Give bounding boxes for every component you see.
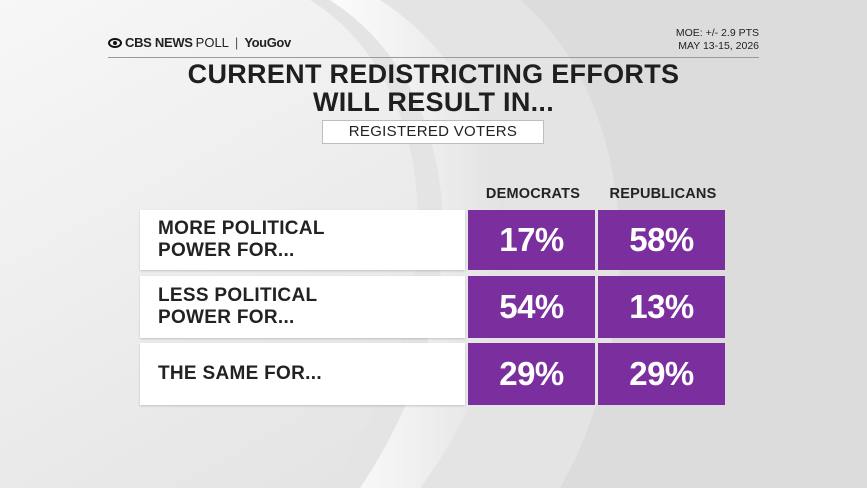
cell-more-power-republicans: 58% [598,210,725,270]
cell-same-democrats: 29% [468,343,595,405]
cell-less-power-republicans: 13% [598,276,725,338]
cell-more-power-democrats: 17% [468,210,595,270]
column-header-republicans: REPUBLICANS [609,186,717,202]
brand-cbs: CBS NEWS [125,35,193,50]
title-line-2: WILL RESULT IN... [312,87,555,117]
poll-meta: MOE: +/- 2.9 PTS MAY 13-15, 2026 [676,27,759,53]
title-line-1: CURRENT REDISTRICTING EFFORTS [187,59,680,89]
cell-less-power-democrats: 54% [468,276,595,338]
row-label-line-1: THE SAME FOR... [158,363,322,384]
row-label-line-2: POWER FOR... [158,240,295,261]
row-label-line-2: POWER FOR... [158,307,295,328]
row-label-same: THE SAME FOR... [140,343,465,405]
chart-subtitle: REGISTERED VOTERS [322,120,544,144]
row-label-line-1: MORE POLITICAL [158,218,325,239]
brand-partner: YouGov [244,35,291,50]
column-header-democrats: DEMOCRATS [485,186,581,202]
margin-of-error: MOE: +/- 2.9 PTS [675,27,759,39]
header-bar: CBS NEWS POLL | YouGov MOE: +/- 2.9 PTS … [108,27,759,57]
poll-dates: MAY 13-15, 2026 [678,40,759,52]
header-divider [108,57,759,58]
chart-title: CURRENT REDISTRICTING EFFORTS WILL RESUL… [0,60,867,116]
row-label-less-power: LESS POLITICAL POWER FOR... [140,276,465,338]
cbs-eye-icon [108,37,122,48]
row-label-line-1: LESS POLITICAL [158,285,318,306]
cell-same-republicans: 29% [598,343,725,405]
row-label-more-power: MORE POLITICAL POWER FOR... [140,210,465,270]
brand-separator: | [234,35,239,50]
brand-logo: CBS NEWS POLL | YouGov [108,35,291,50]
brand-poll: POLL [195,35,229,50]
